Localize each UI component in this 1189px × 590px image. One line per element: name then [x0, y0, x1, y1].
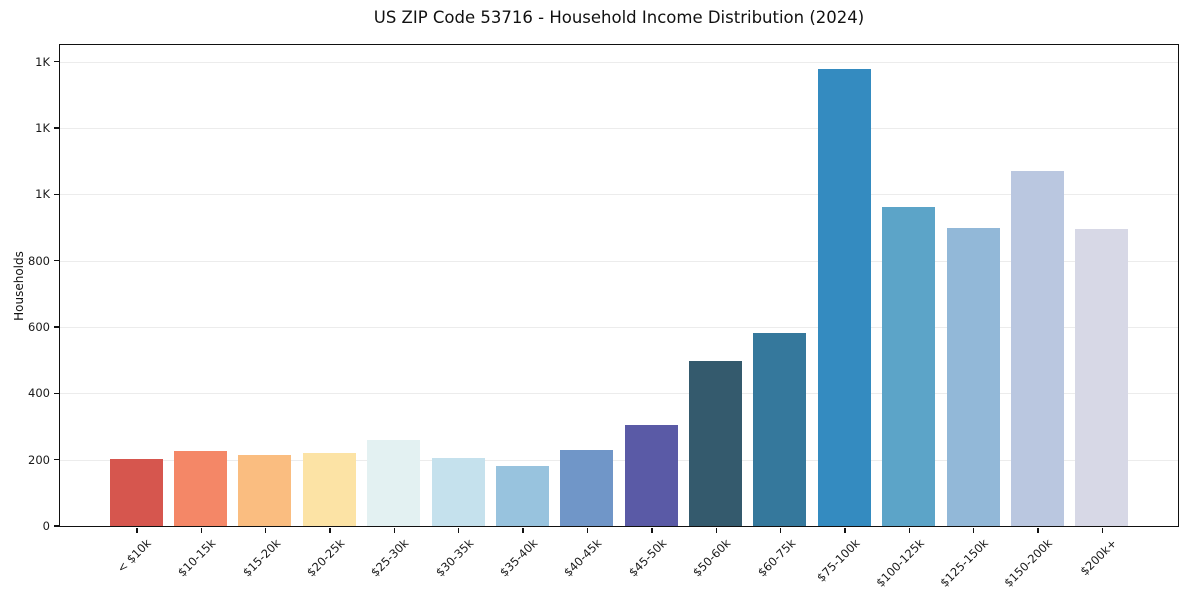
chart-title: US ZIP Code 53716 - Household Income Dis… [373, 8, 865, 27]
bar-$125-150k [946, 228, 1000, 526]
bar-$15-20k [238, 455, 292, 526]
gridline [60, 127, 1178, 129]
x-tick-mark [1037, 527, 1039, 533]
bar-$100-125k [882, 207, 936, 526]
bar-$150-200k [1010, 171, 1064, 526]
bar-slot: $100-125k [873, 45, 941, 590]
gridline [60, 393, 1178, 395]
gridline [60, 194, 1178, 196]
x-tick-mark [329, 527, 331, 533]
y-tick-label: 1K [35, 187, 50, 202]
y-tick-label: 200 [28, 452, 50, 467]
x-tick-label: $50-60k [690, 536, 734, 580]
bar-$45-50k [624, 425, 678, 526]
x-tick-mark [651, 527, 653, 533]
x-tick-mark [264, 527, 267, 533]
x-tick-label: $30-35k [432, 536, 476, 580]
x-tick-label: $100-125k [872, 536, 927, 590]
gridline [60, 326, 1178, 328]
x-tick-mark [136, 527, 138, 533]
y-tick-label: 800 [28, 253, 50, 268]
x-tick-mark [200, 527, 202, 533]
gridline [60, 61, 1178, 63]
x-tick-label: $200k+ [1077, 536, 1120, 579]
bar-$10-15k [174, 450, 228, 526]
y-tick-mark [53, 60, 59, 63]
bar-$25-30k [367, 440, 421, 526]
bars-container: < $10k $10-15k $15-20k $20-25k $25-30k $30-35… [60, 45, 1178, 590]
bar-slot: $25-30k [362, 45, 426, 579]
bar-slot: $35-40k [490, 45, 554, 579]
bar-slot: $150-200k [1002, 45, 1069, 590]
plot-area: < $10k $10-15k $15-20k $20-25k $25-30k $30-35… [28, 44, 1179, 590]
y-tick-mark [53, 193, 59, 195]
x-tick-mark [393, 527, 396, 533]
bar-$50-60k [689, 361, 743, 526]
x-tick-mark [715, 527, 717, 533]
x-tick-mark [458, 527, 460, 533]
x-tick-label: $15-20k [239, 536, 283, 580]
y-tick-label: 400 [28, 386, 50, 401]
x-tick-label: $20-25k [303, 536, 348, 580]
bar-slot: $50-60k [683, 45, 747, 579]
bar-$35-40k [495, 466, 549, 526]
x-tick-label: $45-50k [625, 536, 670, 580]
bar-slot: $20-25k [297, 45, 361, 579]
gridline [60, 459, 1178, 461]
bar-slot: $125-150k [937, 45, 1005, 590]
x-tick-mark [522, 527, 524, 533]
bar-slot: $10-15k [168, 45, 232, 579]
x-tick-mark [844, 527, 846, 533]
bar-$40-45k [560, 449, 614, 526]
bar-slot: < $10k [104, 45, 168, 576]
bar-< $10k [109, 458, 163, 526]
x-tick-label: $40-45k [561, 536, 605, 580]
x-tick-label: $35-40k [496, 536, 541, 580]
y-tick-label: 0 [42, 519, 50, 533]
y-tick-mark [53, 392, 59, 394]
x-tick-mark [973, 527, 975, 533]
y-tick-mark [53, 127, 59, 129]
bar-slot: $75-100k [812, 45, 876, 585]
y-tick-label: 1K [35, 54, 50, 69]
x-tick-label: $150-200k [1001, 536, 1056, 590]
x-tick-label: < $10k [114, 536, 155, 576]
x-tick-label: $60-75k [754, 536, 798, 580]
bar-$30-35k [431, 457, 485, 526]
y-tick-label: 600 [28, 319, 50, 334]
gridline [60, 260, 1178, 262]
bar-$200k+ [1075, 229, 1129, 526]
bar-slot: $200k+ [1070, 45, 1134, 578]
y-axis-label: Households [12, 251, 26, 321]
x-tick-mark [1101, 527, 1104, 533]
bar-slot: $15-20k [233, 45, 297, 579]
bar-slot: $40-45k [555, 45, 619, 579]
y-tick-mark [53, 326, 59, 328]
y-tick-label: 1K [35, 120, 50, 135]
bar-$60-75k [753, 333, 807, 526]
x-tick-label: $75-100k [813, 536, 863, 585]
x-tick-mark [779, 527, 782, 533]
x-tick-mark [586, 527, 589, 533]
bar-slot: $30-35k [426, 45, 490, 579]
bar-slot: $60-75k [748, 45, 812, 579]
bar-slot: $45-50k [619, 45, 683, 579]
bar-$75-100k [817, 68, 871, 526]
y-tick-mark [53, 259, 59, 262]
x-tick-label: $10-15k [175, 536, 219, 580]
x-tick-mark [908, 527, 911, 533]
y-tick-mark [53, 458, 59, 461]
y-tick-mark [53, 525, 59, 527]
x-tick-label: $25-30k [368, 536, 412, 580]
bar-$20-25k [302, 453, 356, 526]
x-tick-label: $125-150k [937, 536, 991, 590]
